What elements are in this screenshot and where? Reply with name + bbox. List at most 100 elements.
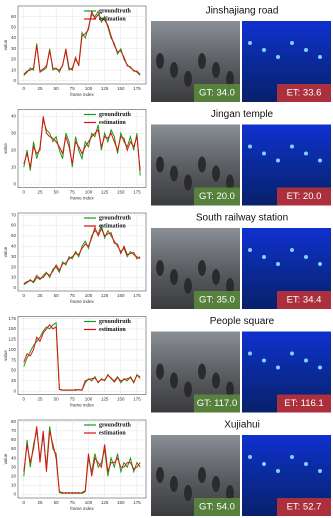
density-spot xyxy=(248,41,252,45)
density-spot xyxy=(248,248,252,252)
density-spot xyxy=(248,351,252,356)
density-spot xyxy=(262,48,266,52)
x-tick-label: 75 xyxy=(70,500,76,505)
density-spot xyxy=(304,462,308,466)
x-tick-label: 75 xyxy=(70,397,76,402)
crowd-person xyxy=(212,165,220,182)
gt-label: GT: 54.0 xyxy=(199,502,235,513)
gt-box xyxy=(194,291,240,309)
x-tick-label: 175 xyxy=(133,190,141,195)
x-tick-label: 0 xyxy=(23,86,26,91)
legend-label: estimation xyxy=(99,430,126,436)
x-tick-label: 175 xyxy=(133,500,141,505)
plot-area xyxy=(17,212,147,292)
plot-area xyxy=(17,5,147,85)
density-spot xyxy=(276,469,280,473)
crowd-person xyxy=(226,174,234,191)
crowd-person xyxy=(170,269,178,285)
crowd-person xyxy=(212,372,220,389)
crowd-person xyxy=(212,62,220,78)
legend-label: groundtruth xyxy=(99,319,132,325)
crowd-person xyxy=(156,53,164,69)
x-tick-label: 150 xyxy=(117,190,125,195)
et-label: ET: 33.6 xyxy=(287,88,322,99)
density-spot xyxy=(290,455,294,459)
et-label: ET: 116.1 xyxy=(284,398,323,409)
crowd-person xyxy=(184,71,192,87)
y-axis-label: value xyxy=(3,39,8,50)
et-box xyxy=(277,187,331,206)
density-spot xyxy=(276,55,280,59)
density-spot xyxy=(262,462,266,466)
x-tick-label: 0 xyxy=(23,500,26,505)
y-tick-label: 10 xyxy=(11,164,17,169)
y-tick-label: 50 xyxy=(11,368,17,373)
density-spot xyxy=(248,144,252,149)
x-axis-label: frame index xyxy=(70,196,94,201)
y-tick-label: 0 xyxy=(13,492,16,497)
crowd-person xyxy=(156,156,164,173)
density-spot xyxy=(304,358,308,363)
crowd-person xyxy=(184,278,192,294)
series-line xyxy=(23,226,141,285)
x-tick-label: 100 xyxy=(85,293,93,298)
x-tick-label: 0 xyxy=(23,190,26,195)
crowd-person xyxy=(198,53,206,69)
density-spot xyxy=(262,151,266,156)
density-spot xyxy=(304,255,308,259)
y-axis-label: value xyxy=(3,453,8,464)
x-tick-label: 25 xyxy=(37,293,43,298)
y-tick-label: 75 xyxy=(11,357,17,362)
x-tick-label: 100 xyxy=(85,190,93,195)
crowd-person xyxy=(198,156,206,173)
legend-label: groundtruth xyxy=(99,112,132,118)
y-tick-label: 20 xyxy=(11,473,17,478)
x-tick-label: 25 xyxy=(37,500,43,505)
gt-box xyxy=(194,187,240,206)
x-tick-label: 100 xyxy=(85,500,93,505)
x-axis-label: frame index xyxy=(70,403,94,408)
x-tick-label: 150 xyxy=(117,500,125,505)
y-tick-label: 70 xyxy=(11,428,17,433)
panel-title: South railway station xyxy=(196,213,288,224)
x-tick-label: 125 xyxy=(101,500,109,505)
y-tick-label: 30 xyxy=(11,46,17,51)
x-tick-label: 0 xyxy=(23,293,26,298)
x-tick-label: 175 xyxy=(133,86,141,91)
legend-label: estimation xyxy=(99,16,126,22)
y-tick-label: 30 xyxy=(11,464,17,469)
gt-label: GT: 20.0 xyxy=(199,191,235,202)
y-tick-label: 60 xyxy=(11,223,17,228)
x-tick-label: 50 xyxy=(54,500,60,505)
crowd-person xyxy=(212,476,220,492)
density-spot xyxy=(262,358,266,363)
density-spot xyxy=(318,55,322,59)
x-tick-label: 150 xyxy=(117,293,125,298)
crowd-person xyxy=(156,467,164,483)
y-tick-label: 40 xyxy=(11,243,17,248)
y-tick-label: 20 xyxy=(11,264,17,269)
x-tick-label: 175 xyxy=(133,397,141,402)
x-tick-label: 50 xyxy=(54,293,60,298)
y-tick-label: 100 xyxy=(8,347,16,352)
x-tick-label: 100 xyxy=(85,397,93,402)
legend-label: groundtruth xyxy=(99,215,132,221)
gt-label: GT: 34.0 xyxy=(199,88,235,99)
density-spot xyxy=(276,262,280,266)
x-axis-label: frame index xyxy=(70,92,94,97)
y-tick-label: 10 xyxy=(11,67,17,72)
crowd-person xyxy=(184,174,192,191)
y-tick-label: 50 xyxy=(11,233,17,238)
crowd-person xyxy=(226,278,234,294)
gt-label: GT: 117.0 xyxy=(197,398,238,409)
series-line xyxy=(23,9,141,75)
y-tick-label: 20 xyxy=(11,57,17,62)
x-tick-label: 75 xyxy=(70,190,76,195)
crowd-person xyxy=(184,381,192,398)
x-tick-label: 25 xyxy=(37,397,43,402)
y-tick-label: 0 xyxy=(13,181,16,186)
density-spot xyxy=(262,255,266,259)
crowd-person xyxy=(170,372,178,389)
y-tick-label: 175 xyxy=(8,316,16,321)
